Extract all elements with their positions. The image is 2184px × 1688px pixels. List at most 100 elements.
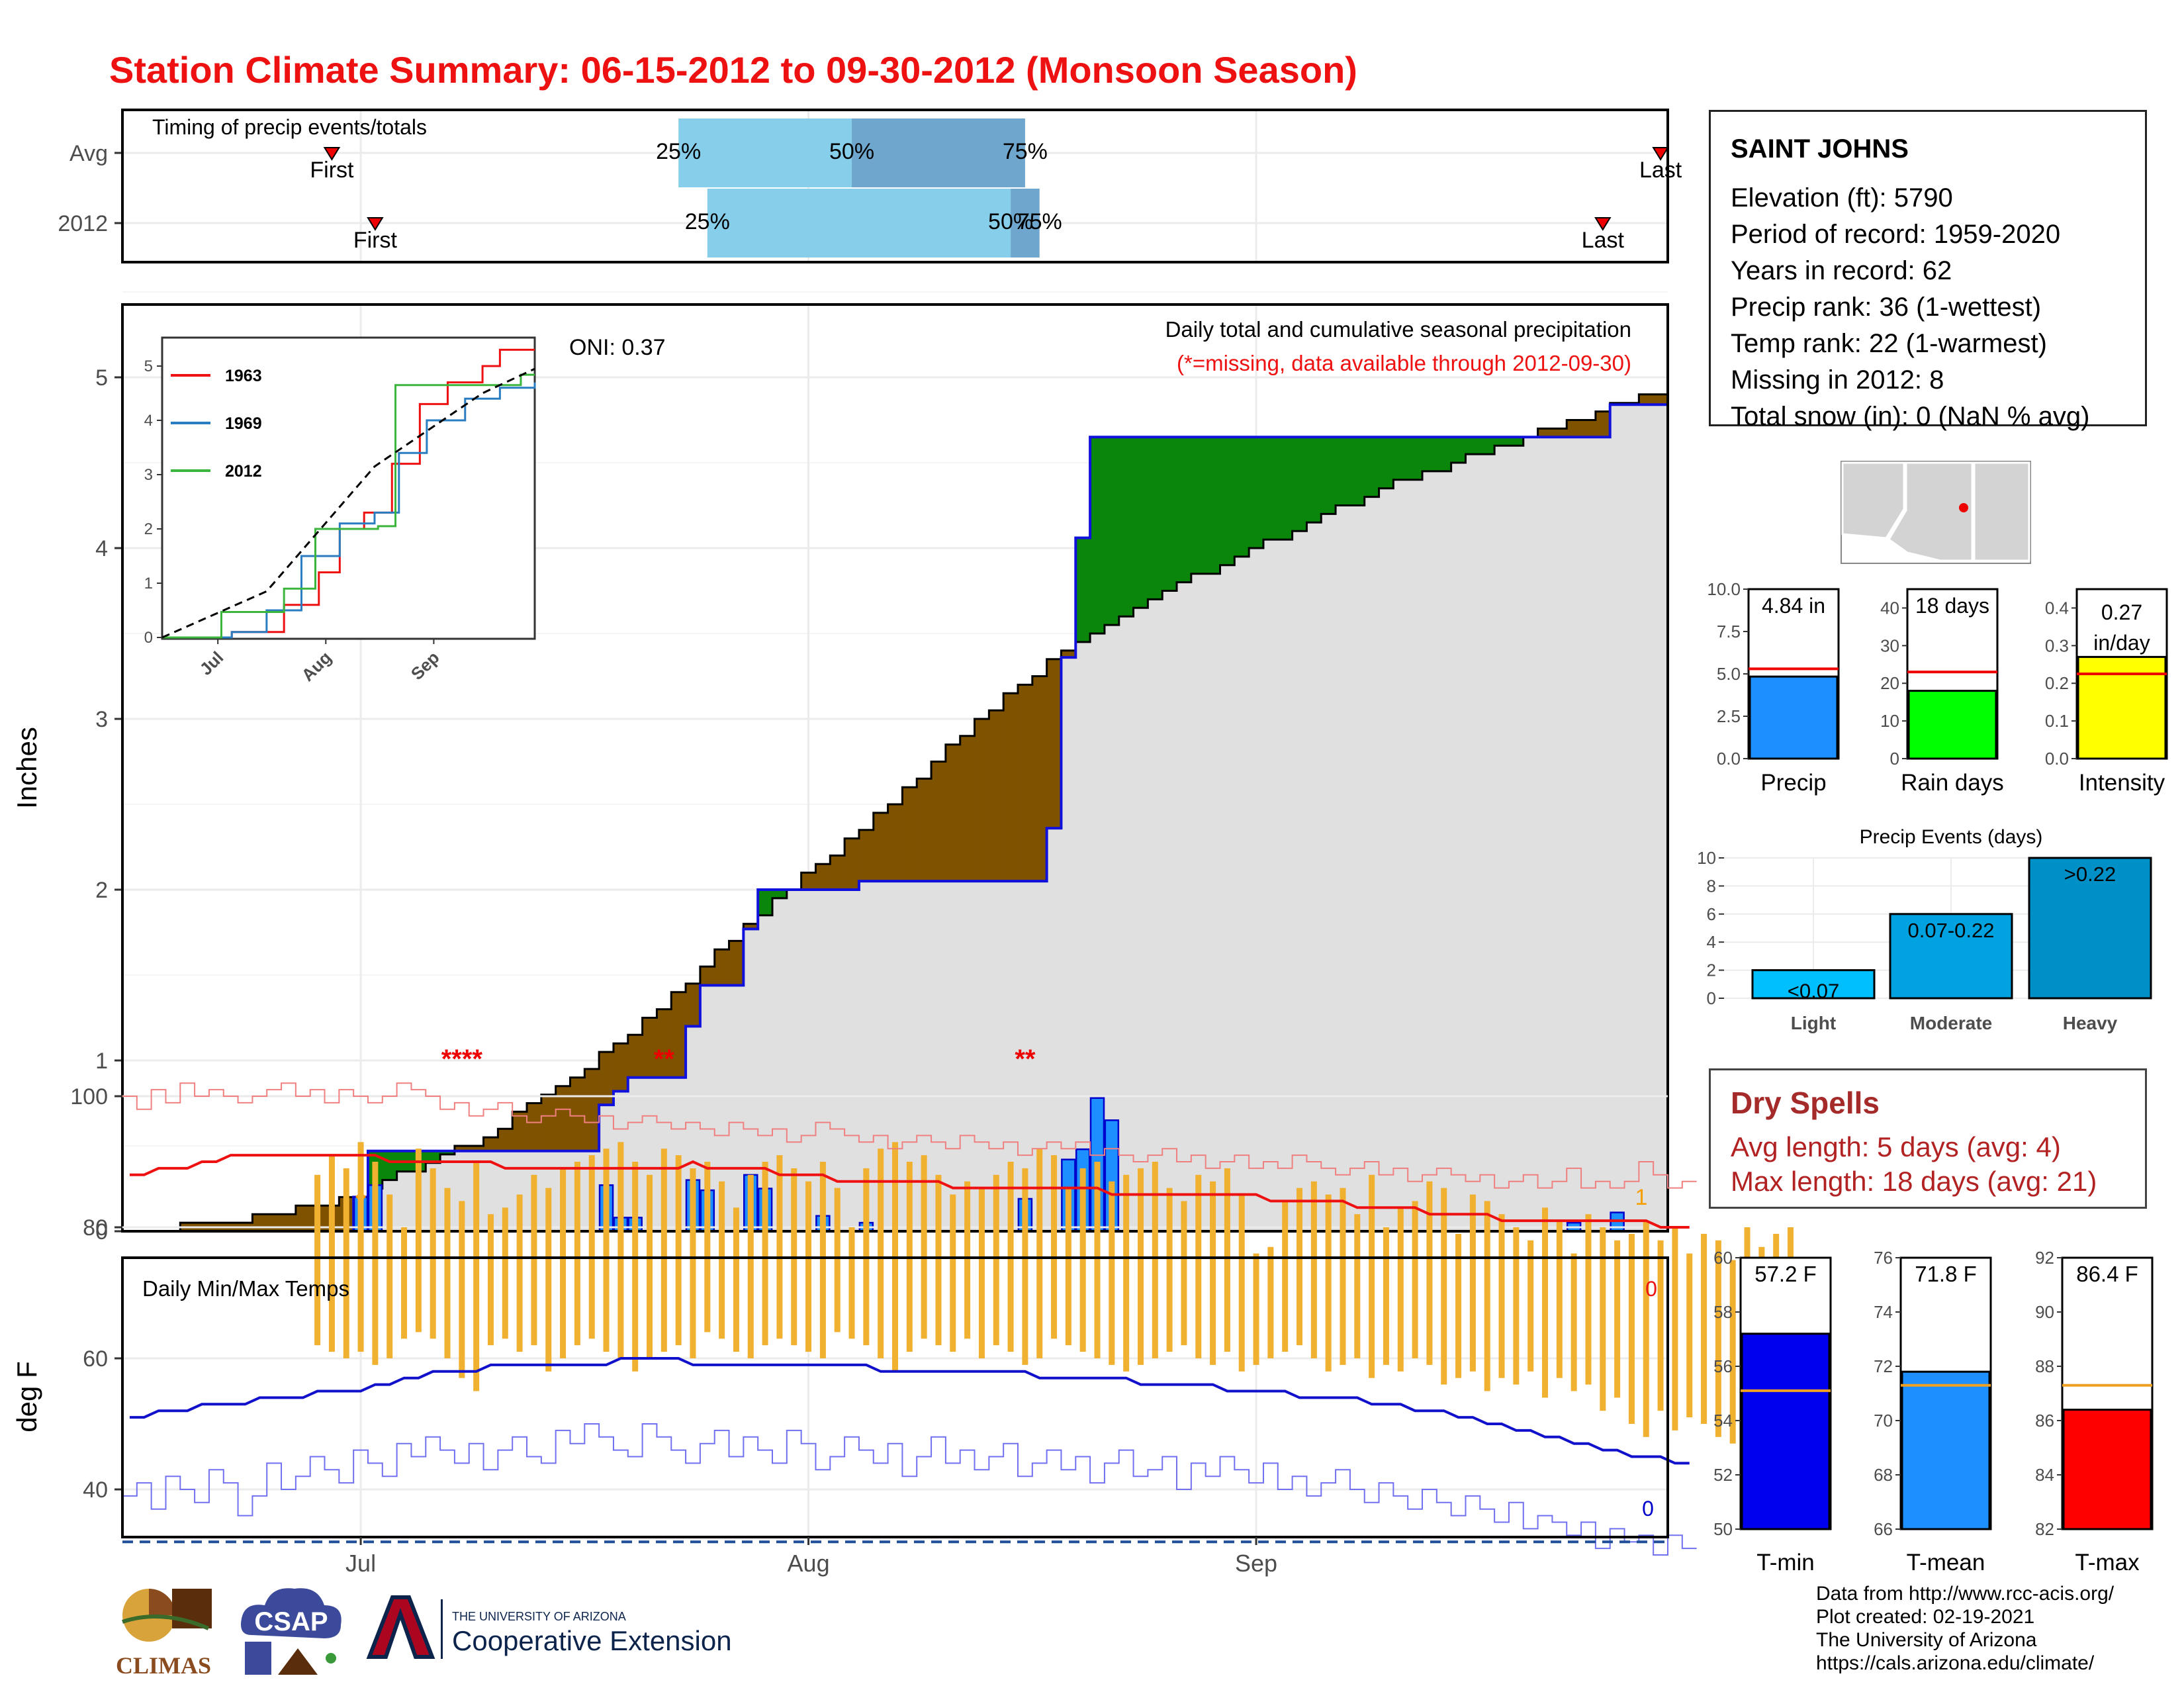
daily-temp-range-bar <box>1340 1188 1346 1365</box>
cumulative-diff-area <box>902 787 917 882</box>
cumulative-base-area <box>917 881 932 1231</box>
cumulative-base-area <box>945 881 961 1231</box>
daily-temp-range-bar <box>430 1168 436 1339</box>
cumulative-diff-area <box>1653 394 1668 405</box>
daily-temp-range-bar <box>1729 1260 1736 1444</box>
cumulative-base-area <box>1552 437 1567 1231</box>
cumulative-base-area <box>743 929 758 1231</box>
precip-ytick-label: 0 <box>95 1219 108 1244</box>
daily-temp-range-bar <box>1672 1227 1678 1430</box>
cumulative-diff-area <box>483 1137 498 1151</box>
daily-temp-range-bar <box>1715 1240 1721 1437</box>
timing-bar-50-75 <box>1011 189 1040 258</box>
daily-temp-range-bar <box>444 1188 451 1358</box>
cumulative-diff-area <box>295 1205 311 1231</box>
daily-temp-range-bar <box>531 1174 537 1346</box>
cumulative-base-area <box>1422 471 1437 1231</box>
temp-gauge-ytick-label: 60 <box>1713 1248 1733 1268</box>
cumulative-base-area <box>1249 548 1264 1231</box>
daily-temp-range-bar <box>1253 1253 1259 1365</box>
daily-temp-range-bar <box>314 1174 321 1346</box>
cumulative-base-area <box>1581 437 1596 1231</box>
timing-p75-label: 75% <box>1003 139 1048 164</box>
cumulative-base-area <box>627 1077 643 1231</box>
cumulative-base-area <box>1336 505 1351 1231</box>
gauge-value-bar <box>1749 675 1839 760</box>
inset-avg-line <box>161 367 535 639</box>
first-event-marker <box>367 217 384 231</box>
cumulative-base-area <box>1624 404 1639 1231</box>
daily-temp-range-bar <box>1238 1194 1245 1372</box>
daily-temp-range-bar <box>1051 1155 1058 1339</box>
cumulative-base-area <box>498 1150 513 1231</box>
daily-temp-range-bar <box>459 1201 465 1378</box>
daily-temp-range-bar <box>1297 1188 1303 1346</box>
temp-gauge-category-label: T-max <box>2075 1550 2140 1575</box>
daily-temp-range-bar <box>1181 1201 1187 1346</box>
cumulative-diff-area <box>729 941 744 986</box>
cumulative-diff-area <box>1595 411 1611 438</box>
cumulative-base-area <box>960 881 976 1231</box>
cumulative-diff-area <box>1364 437 1380 497</box>
credit-line: Data from http://www.rcc-acis.org/ <box>1816 1583 2115 1605</box>
dry-spells-avg: Avg length: 5 days (avg: 4) <box>1731 1131 2061 1162</box>
cumulative-diff-area <box>844 838 860 890</box>
daily-temp-range-bar <box>487 1214 494 1346</box>
cumulative-diff-area <box>815 864 831 890</box>
daily-temp-range-bar <box>1426 1181 1433 1365</box>
timing-bar-25-50 <box>707 189 1011 258</box>
cumulative-diff-area <box>714 949 730 986</box>
daily-temp-range-bar <box>617 1142 624 1358</box>
daily-temp-range-bar <box>1036 1149 1043 1358</box>
first-event-label: First <box>310 158 354 183</box>
cumulative-base-area <box>1017 881 1033 1231</box>
cumulative-diff-area <box>931 761 946 882</box>
climas-logo-text: CLIMAS <box>116 1652 211 1679</box>
temp-ytick-label: 80 <box>83 1215 108 1241</box>
cumulative-diff-area <box>1148 437 1163 600</box>
cumulative-diff-area <box>440 1150 455 1154</box>
cumulative-base-area <box>729 985 744 1231</box>
credits: Data from http://www.rcc-acis.org/ Plot … <box>1816 1582 2114 1675</box>
cumulative-diff-area <box>1422 437 1437 471</box>
daily-temp-range-bar <box>1527 1240 1534 1372</box>
events-title: Precip Events (days) <box>1860 826 2043 848</box>
daily-temp-range-bar <box>473 1162 480 1391</box>
temp-panel-border <box>121 1256 1669 1538</box>
temp-gauge-ytick-label: 72 <box>1874 1356 1893 1376</box>
timing-bar-50-75 <box>852 118 1025 187</box>
map-region <box>1841 461 1905 539</box>
last-event-label: Last <box>1582 228 1625 253</box>
temp-gauge-ytick-label: 76 <box>1874 1248 1893 1268</box>
cumulative-base-area <box>1292 531 1308 1232</box>
inset-ytick-label: 1 <box>144 575 153 592</box>
cumulative-diff-area <box>613 1043 629 1092</box>
gauge-ytick-label: 10 <box>1880 711 1899 731</box>
gauge-ytick-label: 0.1 <box>2045 711 2069 731</box>
station-location-marker <box>1959 503 1968 512</box>
temp-gauge-value-label: 71.8 F <box>1915 1262 1977 1286</box>
csap-logo-text: CSAP <box>254 1607 328 1636</box>
cumulative-diff-area <box>1480 437 1495 455</box>
temp-gauge-ytick-label: 66 <box>1874 1519 1893 1539</box>
temp-gauge-ytick-label: 84 <box>2035 1465 2054 1485</box>
cumulative-base-area <box>931 881 946 1231</box>
timing-row-label: 2012 <box>58 211 108 236</box>
daily-temp-range-bar <box>1123 1174 1130 1372</box>
avg-min-line <box>129 1357 1690 1465</box>
station-years: Years in record: 62 <box>1731 256 1952 285</box>
events-bar <box>1889 913 2013 1000</box>
cumulative-diff-area <box>555 1086 571 1151</box>
daily-temp-range-bar <box>805 1181 812 1352</box>
station-name: SAINT JOHNS <box>1731 134 1909 164</box>
cumulative-base-area <box>858 881 874 1231</box>
cumulative-base-area <box>671 1077 686 1231</box>
cumulative-diff-area <box>1349 437 1365 506</box>
ua-line2: Cooperative Extension <box>452 1625 732 1656</box>
dry-spells-box: Dry Spells Avg length: 5 days (avg: 4) M… <box>1709 1068 2147 1209</box>
precip-count-label: 1 <box>1635 1185 1648 1210</box>
daily-temp-range-bar <box>516 1194 523 1352</box>
events-bar <box>1751 969 1876 1000</box>
cumulative-diff-area <box>1162 437 1177 591</box>
